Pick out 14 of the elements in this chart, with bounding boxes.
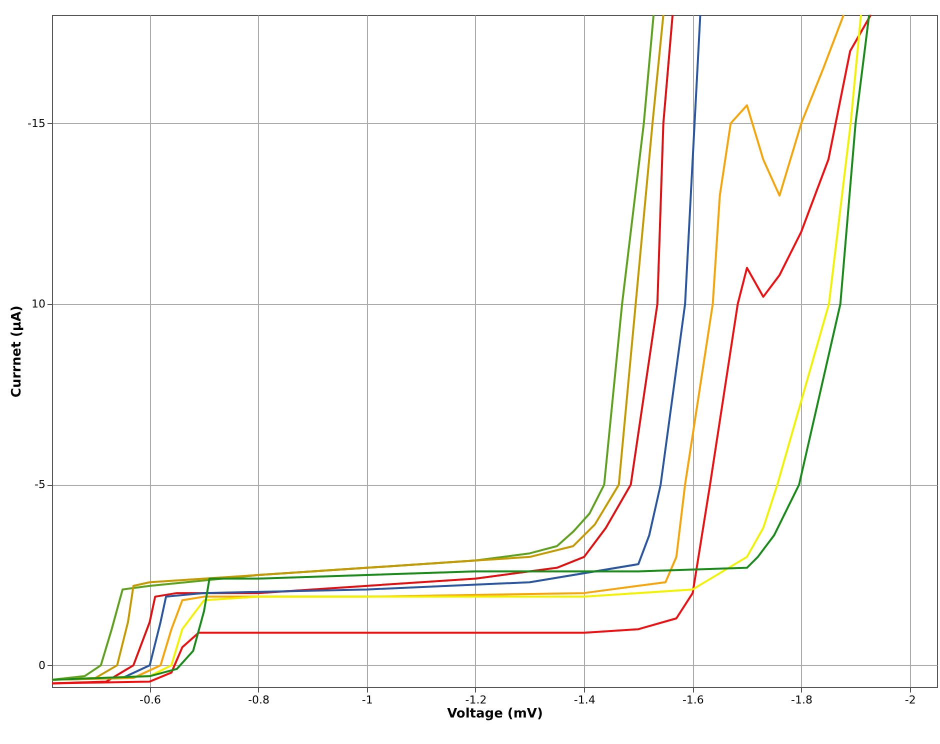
y-tick-label: -5 — [34, 478, 46, 492]
x-tick-label: -1 — [362, 694, 373, 706]
y-axis-title: Currnet (μA) — [10, 306, 25, 398]
x-tick-label: -2 — [904, 694, 916, 706]
x-tick-label: -1.2 — [465, 694, 487, 706]
x-axis-title: Voltage (mV) — [447, 706, 543, 722]
x-tick-label: -0.6 — [139, 694, 161, 706]
x-tick-label: -0.8 — [248, 694, 270, 706]
y-tick-label: -15 — [28, 116, 46, 130]
x-tick-label: -1.6 — [682, 694, 704, 706]
y-tick-label: 10 — [32, 298, 46, 311]
x-tick-label: -1.8 — [791, 694, 812, 706]
x-tick-label: -1.4 — [574, 694, 596, 706]
y-tick-label: 0 — [38, 658, 46, 672]
